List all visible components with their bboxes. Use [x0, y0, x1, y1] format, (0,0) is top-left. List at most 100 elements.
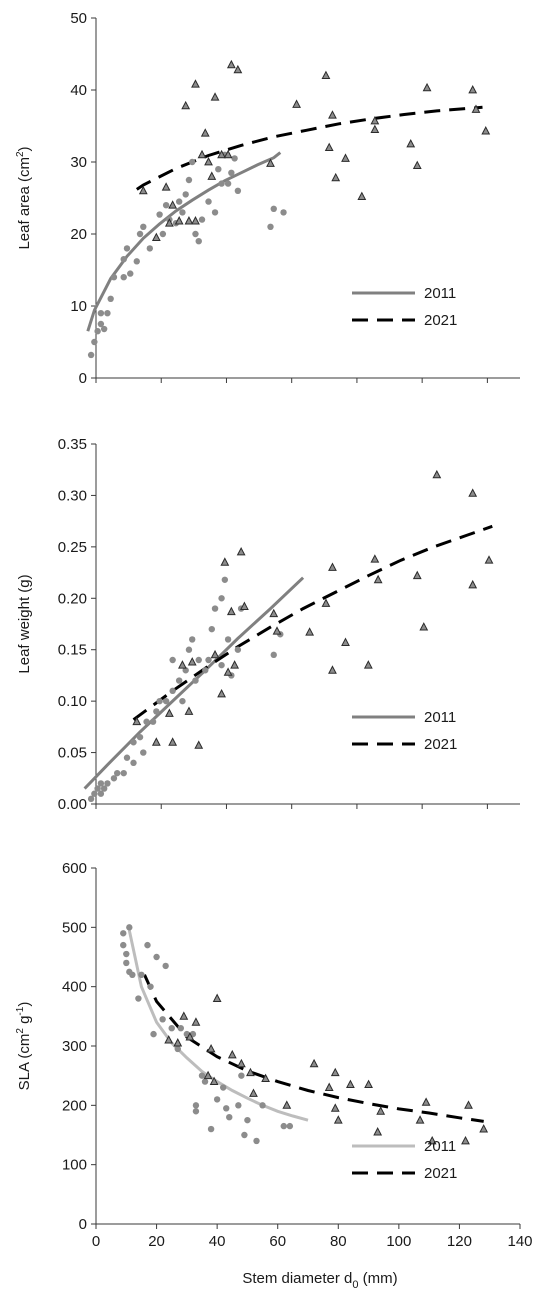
point-2011 — [238, 1072, 245, 1079]
point-2021 — [181, 100, 191, 110]
point-2021 — [261, 1073, 271, 1083]
point-2011 — [162, 962, 169, 970]
point-2011 — [189, 158, 196, 166]
legend-label-2021: 2021 — [424, 1165, 457, 1182]
point-2011 — [110, 775, 118, 782]
point-2021 — [357, 191, 367, 200]
point-2011 — [91, 338, 98, 346]
legend: 2011 2021 — [352, 285, 457, 329]
point-2011 — [207, 1125, 215, 1133]
point-2011 — [177, 1025, 184, 1032]
point-2021 — [333, 1115, 343, 1124]
legend: 2011 2021 — [352, 1138, 457, 1182]
curve-2011 — [83, 576, 305, 790]
y-tick-label: 400 — [62, 979, 87, 996]
point-2011 — [100, 325, 108, 333]
x-tick-label: 80 — [330, 1233, 347, 1250]
point-2011 — [120, 274, 127, 281]
x-tick-label: 40 — [209, 1233, 226, 1250]
point-2021 — [233, 64, 243, 74]
y-axis-title-part: Leaf weight (g) — [16, 574, 33, 673]
point-2011 — [110, 274, 118, 281]
point-2021 — [210, 649, 220, 659]
point-2021 — [203, 1070, 213, 1080]
y-axis-title-part: ) — [16, 146, 33, 151]
point-2011 — [107, 295, 114, 302]
point-2011 — [179, 209, 186, 216]
point-2011 — [220, 1084, 227, 1091]
point-2021 — [412, 570, 422, 580]
point-2021 — [200, 128, 210, 137]
point-2021 — [331, 172, 341, 182]
point-2021 — [422, 82, 432, 92]
point-2011 — [241, 1131, 248, 1139]
y-tick-label: 50 — [70, 10, 87, 27]
x-tick-label: 140 — [507, 1233, 532, 1250]
point-2011 — [97, 790, 105, 797]
point-2021 — [468, 488, 478, 497]
x-tick-label: 120 — [447, 1233, 472, 1250]
point-2011 — [192, 677, 199, 684]
point-2011 — [202, 667, 209, 674]
point-2011 — [144, 941, 151, 949]
point-2011 — [153, 953, 160, 961]
point-2011 — [195, 656, 202, 664]
point-2011 — [192, 230, 199, 238]
point-2011 — [156, 697, 163, 705]
point-2021 — [204, 157, 213, 166]
point-2021 — [191, 1017, 201, 1026]
curve-2011 — [127, 929, 309, 1122]
x-tick-label: 0 — [92, 1233, 100, 1250]
point-2011 — [87, 795, 95, 803]
point-2021 — [174, 216, 184, 225]
panel-leaf-area: 0 10 20 30 40 50 Leaf area (cm2) 2011 2021 — [15, 10, 520, 387]
y-axis-title-part: 2 — [15, 1028, 26, 1034]
y-axis-title-part: SLA (cm — [16, 1034, 33, 1091]
point-2021 — [217, 688, 226, 698]
point-2011 — [130, 739, 137, 746]
point-2011 — [286, 1122, 294, 1130]
legend-label-2021: 2021 — [424, 312, 457, 329]
point-2011 — [179, 697, 186, 705]
point-2021 — [210, 92, 220, 101]
point-2021 — [185, 1032, 195, 1041]
point-2011 — [234, 646, 242, 653]
point-2011 — [195, 238, 202, 245]
point-2011 — [123, 959, 130, 967]
point-2011 — [228, 169, 235, 176]
point-2011 — [123, 245, 131, 252]
point-2021 — [370, 554, 380, 563]
point-2011 — [97, 320, 105, 328]
point-2021 — [269, 608, 279, 618]
point-2011 — [211, 209, 219, 216]
point-2011 — [159, 1016, 166, 1023]
point-2011 — [205, 656, 212, 664]
point-2021 — [330, 1067, 340, 1077]
point-2021 — [217, 149, 226, 159]
point-2021 — [164, 218, 174, 227]
point-2011 — [120, 930, 127, 937]
point-2021 — [282, 1100, 292, 1109]
point-2021 — [376, 1106, 386, 1115]
point-2021 — [168, 737, 178, 746]
point-2021 — [230, 660, 240, 669]
point-2021 — [432, 469, 442, 479]
y-axis-title-part: 2 — [15, 151, 26, 157]
point-2011 — [182, 191, 189, 198]
point-2021 — [164, 1035, 174, 1044]
point-2011 — [120, 256, 127, 263]
point-2011 — [162, 202, 170, 209]
point-2021 — [179, 1011, 189, 1020]
point-2021 — [236, 547, 246, 556]
point-2021 — [138, 185, 148, 195]
point-2021 — [345, 1079, 355, 1088]
point-2021 — [341, 637, 350, 646]
point-2011 — [280, 1122, 287, 1130]
y-tick-label: 20 — [70, 226, 87, 243]
point-2011 — [201, 1078, 209, 1085]
point-2021 — [321, 70, 331, 80]
point-2011 — [198, 216, 206, 223]
legend-label-2011: 2011 — [424, 285, 456, 302]
legend-label-2021: 2021 — [424, 736, 457, 753]
